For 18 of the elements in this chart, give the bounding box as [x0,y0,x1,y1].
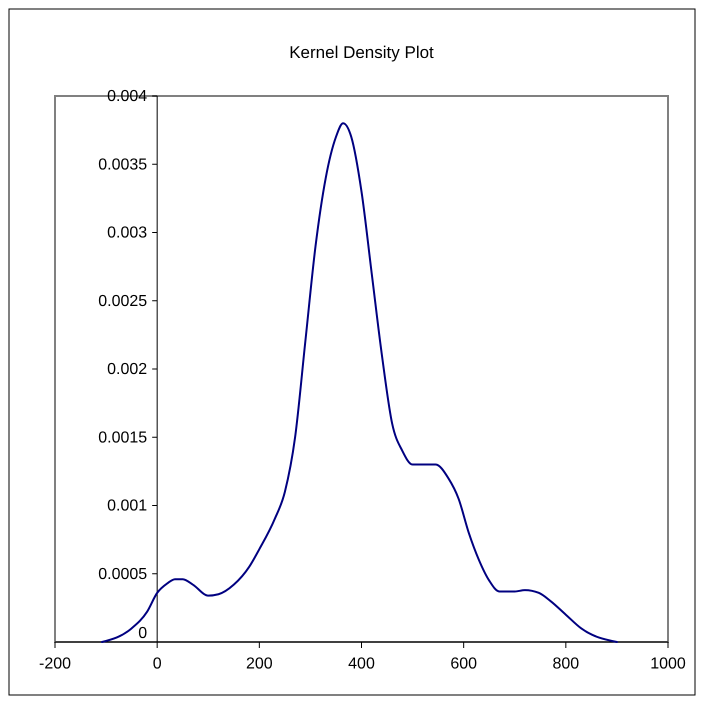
x-tick-label: 0 [152,656,162,673]
x-tick-label: 800 [552,656,580,673]
x-tick-label: 600 [450,656,478,673]
y-tick-label: 0.0005 [98,566,148,583]
y-tick-label: 0 [138,625,148,642]
y-tick-label: 0.0035 [98,156,148,174]
x-tick-label: 200 [246,656,273,673]
x-tick-label: 400 [348,656,375,673]
y-tick-label: 0.004 [107,88,148,106]
line-series [100,122,618,643]
x-tick-label: -200 [38,656,72,673]
chart-title: Kernel Density Plot [289,43,434,62]
y-tick-label: 0.0015 [98,429,148,446]
x-tick-label: 1000 [650,656,686,673]
y-tick-label: 0.002 [107,361,148,378]
y-tick-label: 0.0025 [98,292,148,310]
y-tick-label: 0.001 [107,498,148,515]
y-tick-label: 0.003 [107,224,148,242]
